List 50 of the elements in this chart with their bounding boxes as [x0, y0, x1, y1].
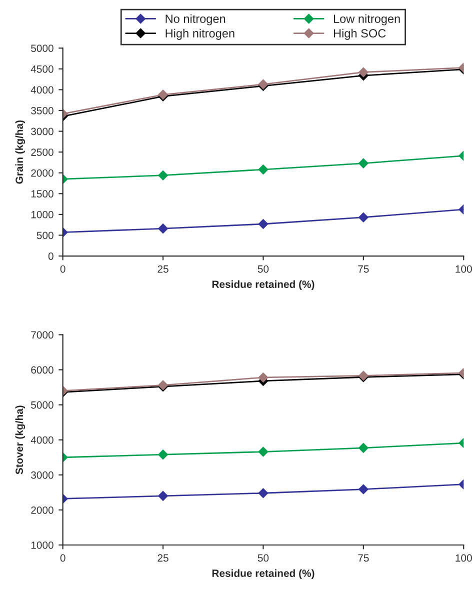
y-tick-label: 1500 [31, 190, 54, 198]
y-tick-label: 500 [36, 232, 54, 240]
y-tick-label: 1000 [31, 541, 54, 549]
point [358, 158, 368, 168]
x-axis-title: Residue retained (%) [212, 280, 314, 290]
y-tick-label: 3500 [31, 106, 54, 114]
legend-label: No nitrogen [166, 14, 226, 26]
y-tick-label: 1000 [31, 210, 54, 218]
x-tick-label: 75 [358, 554, 369, 562]
x-tick-label: 0 [60, 265, 66, 273]
x-tick-label: 0 [60, 554, 66, 562]
point [158, 450, 168, 460]
point [258, 164, 268, 174]
point [258, 446, 268, 457]
point [358, 484, 368, 494]
point [258, 219, 268, 229]
y-tick-label: 5000 [31, 44, 54, 52]
y-tick-label: 2500 [31, 148, 54, 156]
y-tick-label: 6000 [31, 366, 54, 374]
y-tick-label: 4000 [30, 86, 54, 94]
y-tick-label: 2000 [31, 506, 54, 514]
y-axis-title: Grain (kg/ha) [15, 120, 26, 184]
point [358, 442, 368, 453]
y-axis-title: Stover (kg/ha) [15, 406, 26, 474]
y-tick-label: 4000 [30, 436, 54, 444]
y-tick-label: 5000 [31, 401, 54, 409]
y-tick-label: 0 [48, 252, 54, 260]
x-tick-label: 100 [456, 554, 472, 562]
x-tick-label: 25 [158, 554, 168, 562]
y-tick-label: 7000 [31, 331, 54, 339]
point [258, 488, 268, 498]
point [358, 67, 368, 78]
legend-label: Low nitrogen [334, 14, 400, 26]
x-tick-label: 25 [158, 265, 168, 273]
point [358, 212, 368, 222]
point [158, 490, 168, 501]
x-tick-label: 75 [358, 265, 369, 273]
legend-label: High SOC [334, 28, 386, 40]
x-tick-label: 50 [258, 265, 269, 273]
point [258, 372, 268, 382]
y-tick-label: 3000 [31, 128, 54, 136]
y-tick-label: 3000 [31, 471, 54, 479]
legend-label: High nitrogen [166, 28, 234, 40]
y-tick-label: 2000 [31, 169, 54, 177]
point [158, 224, 168, 234]
x-tick-label: 50 [258, 554, 269, 562]
x-axis-title: Residue retained (%) [212, 569, 314, 579]
x-tick-label: 100 [456, 265, 472, 273]
y-tick-label: 4500 [30, 65, 54, 73]
point [158, 170, 168, 180]
